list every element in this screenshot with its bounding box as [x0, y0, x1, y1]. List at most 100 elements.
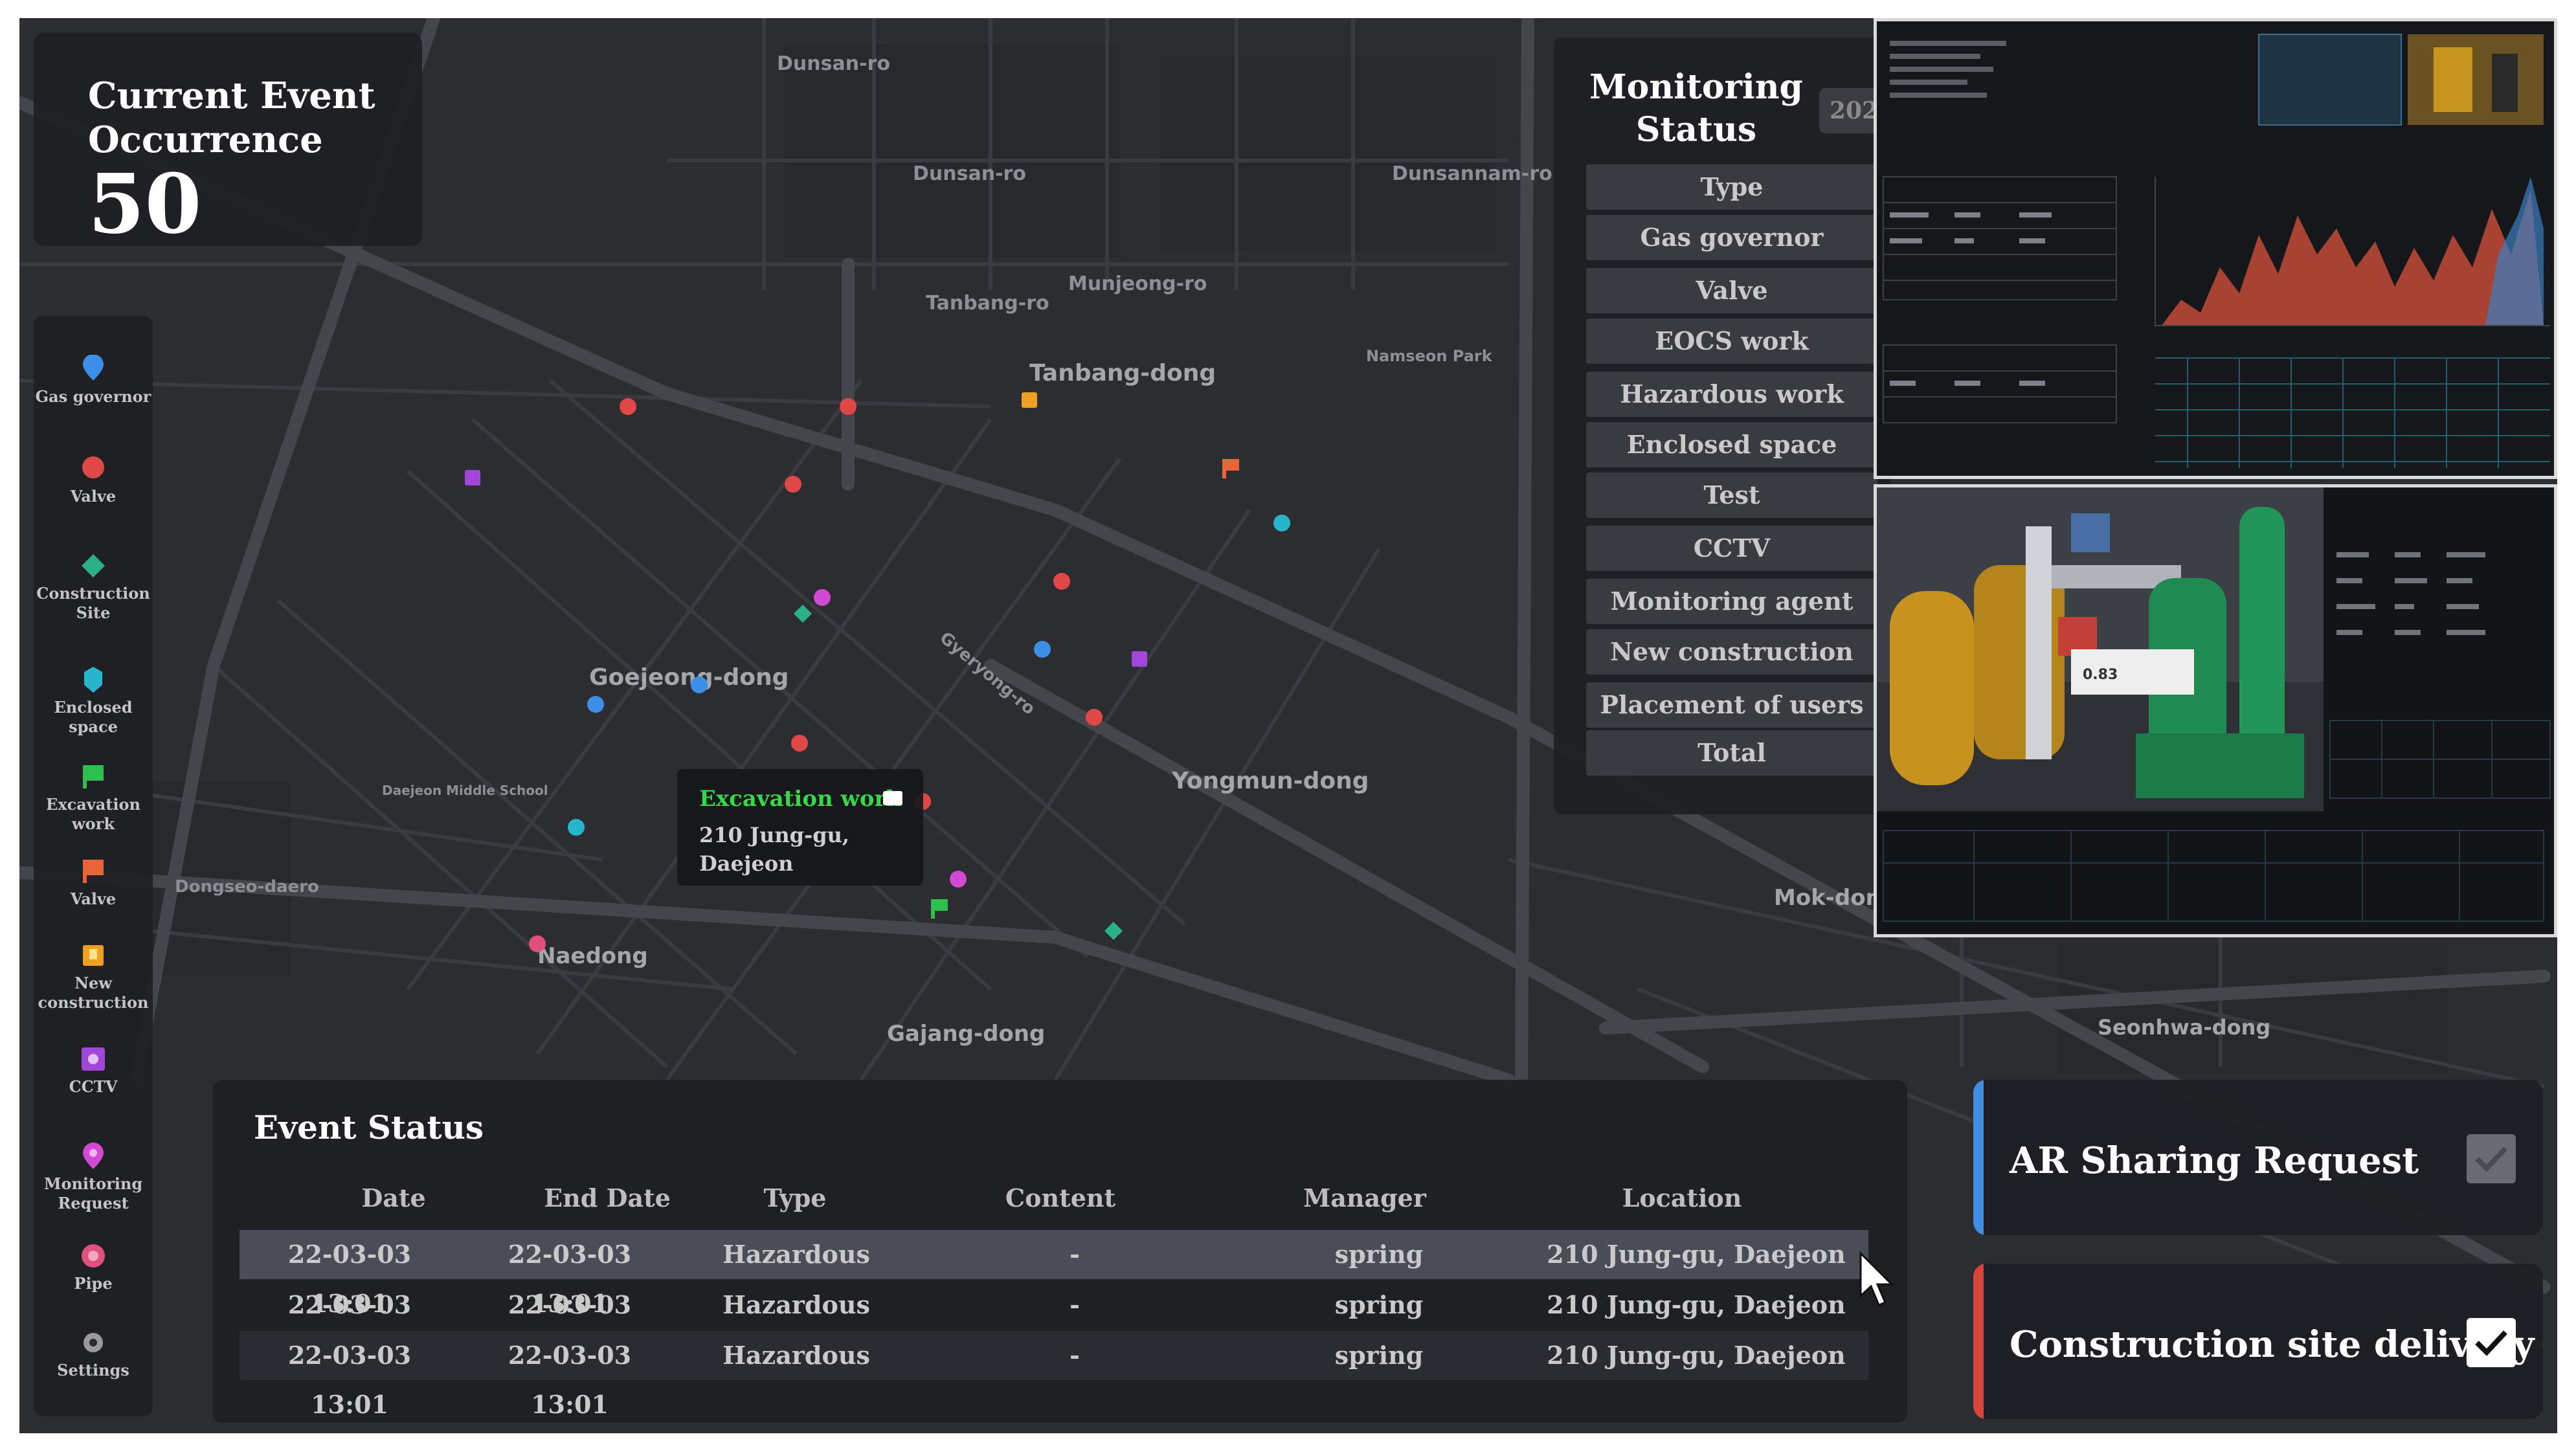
valve-marker[interactable]	[1053, 573, 1070, 590]
app-screen: Dunsan-ro Dunsan-ro Dunsannam-ro Munjeon…	[19, 18, 2557, 1433]
event-row[interactable]: 22-03-03 13:01 22-03-03 13:01 Hazardous …	[240, 1331, 1868, 1419]
monitoring-row[interactable]: Type	[1586, 164, 1877, 210]
legend-item-cctv[interactable]: CCTV	[34, 1045, 153, 1097]
monitoring-row[interactable]: Gas governor	[1586, 215, 1877, 260]
monitoring-row[interactable]: Valve	[1586, 268, 1877, 313]
map-label: Dunsan-ro	[777, 52, 890, 75]
monitoring-status-title: Monitoring Status	[1589, 67, 1803, 150]
excavation-work-marker[interactable]	[931, 899, 948, 919]
map-label: Yongmun-dong	[1171, 768, 1369, 794]
monitoring-row[interactable]: Monitoring agent	[1586, 579, 1877, 624]
column-header-end-date[interactable]: End Date	[544, 1183, 671, 1212]
construction-site-delivery-card[interactable]: Construction site delivery	[1973, 1264, 2543, 1419]
map-label: Dunsannam-ro	[1392, 162, 1552, 185]
map-label: Dongseo-daero	[175, 877, 319, 897]
map-label: Gajang-dong	[887, 1021, 1045, 1047]
column-header-manager[interactable]: Manager	[1303, 1183, 1426, 1212]
legend-item-monitoring-request[interactable]: Monitoring Request	[34, 1142, 153, 1213]
cctv-icon	[82, 1047, 105, 1071]
event-occurrence-title: Current Event Occurrence	[88, 74, 375, 161]
ar-sharing-checkbox[interactable]	[2467, 1134, 2516, 1183]
video-camera-icon[interactable]	[883, 791, 902, 805]
valve-marker[interactable]	[1086, 709, 1103, 726]
ar-sharing-accent-bar	[1973, 1080, 1984, 1235]
event-occurrence-count: 50	[88, 156, 202, 252]
map-label: Seonhwa-dong	[2098, 1015, 2270, 1040]
legend-item-enclosed-space[interactable]: Enclosed space	[34, 665, 153, 737]
legend-item-valve[interactable]: Valve	[34, 454, 153, 506]
map-label: Munjeong-ro	[1068, 273, 1207, 295]
new-construction-icon	[83, 945, 104, 966]
legend-item-gas-governor[interactable]: Gas governor	[34, 355, 153, 407]
legend-item-pipe[interactable]: Pipe	[34, 1242, 153, 1293]
mouse-cursor-icon	[1859, 1251, 1894, 1306]
gas-facility-3d-model: 0.83	[1877, 487, 2554, 934]
digital-twin-viewer[interactable]: 0.83	[1874, 484, 2557, 937]
map-label: Tanbang-ro	[926, 292, 1049, 315]
tooltip-title: Excavation work	[699, 786, 901, 812]
legend-item-valve-flag[interactable]: Valve	[34, 857, 153, 909]
tooltip-address: 210 Jung-gu, Daejeon	[699, 823, 850, 876]
cctv-marker[interactable]	[465, 470, 480, 486]
monitoring-request-marker[interactable]	[950, 871, 967, 888]
checkmark-icon	[2475, 1146, 2507, 1172]
gas-governor-marker[interactable]	[691, 676, 708, 693]
column-header-date[interactable]: Date	[361, 1183, 426, 1212]
valve-flag-marker[interactable]	[1222, 459, 1239, 478]
event-occurrence-panel: Current Event Occurrence 50	[34, 32, 422, 246]
construction-site-marker[interactable]	[1104, 922, 1123, 940]
monitoring-row[interactable]: Hazardous work	[1586, 372, 1877, 417]
map-label: Goejeong-dong	[589, 664, 789, 691]
monitoring-row[interactable]: Placement of users	[1586, 682, 1877, 728]
valve-marker[interactable]	[620, 398, 636, 415]
map-tooltip: Excavation work 210 Jung-gu, Daejeon	[677, 769, 923, 886]
checkmark-icon	[2475, 1330, 2507, 1356]
legend-item-new-construction[interactable]: New construction	[34, 941, 153, 1012]
column-header-type[interactable]: Type	[763, 1183, 827, 1212]
map-label: Daejeon Middle School	[382, 783, 548, 798]
column-header-content[interactable]: Content	[1005, 1183, 1116, 1212]
legend-item-excavation-work[interactable]: Excavation work	[34, 763, 153, 834]
construction-site-icon	[82, 554, 105, 577]
ar-sharing-request-card[interactable]: AR Sharing Request	[1973, 1080, 2543, 1235]
legend-item-construction-site[interactable]: Construction Site	[34, 552, 153, 623]
monitoring-row[interactable]: CCTV	[1586, 526, 1877, 571]
event-status-title: Event Status	[254, 1108, 484, 1146]
map-label: Tanbang-dong	[1029, 360, 1216, 386]
legend-item-settings[interactable]: Settings	[34, 1328, 153, 1380]
enclosed-space-icon	[84, 667, 102, 693]
enclosed-space-marker[interactable]	[568, 819, 585, 836]
map-label: Naedong	[537, 943, 648, 969]
valve-marker[interactable]	[791, 735, 808, 752]
gas-governor-icon	[83, 355, 104, 381]
valve-icon	[82, 456, 104, 478]
construction-site-marker[interactable]	[794, 605, 812, 623]
pipe-marker[interactable]	[529, 935, 546, 952]
valve-marker[interactable]	[840, 398, 857, 415]
event-status-panel: Event Status Date End Date Type Content …	[212, 1080, 1907, 1423]
monitoring-dashboard-thumbnail[interactable]	[1874, 18, 2557, 479]
valve-marker[interactable]	[785, 476, 801, 493]
monitoring-request-marker[interactable]	[814, 589, 831, 606]
monitoring-row[interactable]: Total	[1586, 730, 1877, 776]
event-row[interactable]: 22-03-03 13:01 22-03-03 13:01 Hazardous …	[240, 1230, 1868, 1318]
event-row[interactable]: 22-03-03 13:01 22-03-03 13:01 Hazardous …	[287, 1290, 1846, 1368]
monitoring-row[interactable]: Test	[1586, 473, 1877, 518]
valve-flag-icon	[83, 860, 104, 883]
new-construction-marker[interactable]	[1022, 392, 1037, 408]
construction-delivery-checkbox[interactable]	[2467, 1318, 2516, 1367]
twin-sensor-value: 0.83	[2083, 667, 2118, 683]
pipe-icon	[82, 1244, 105, 1268]
gas-governor-marker[interactable]	[1034, 641, 1051, 658]
column-header-location[interactable]: Location	[1622, 1183, 1742, 1212]
map-label: Dunsan-ro	[913, 162, 1026, 185]
cctv-marker[interactable]	[1132, 651, 1147, 667]
layer-legend-sidebar: Gas governor Valve Construction Site Enc…	[34, 316, 153, 1416]
map-label: Namseon Park	[1366, 347, 1493, 365]
gas-governor-marker[interactable]	[587, 696, 604, 713]
monitoring-row[interactable]: EOCS work	[1586, 318, 1877, 364]
monitoring-row[interactable]: New construction	[1586, 629, 1877, 675]
enclosed-space-marker[interactable]	[1273, 515, 1290, 531]
construction-delivery-accent-bar	[1973, 1264, 1984, 1419]
monitoring-row[interactable]: Enclosed space	[1586, 422, 1877, 467]
